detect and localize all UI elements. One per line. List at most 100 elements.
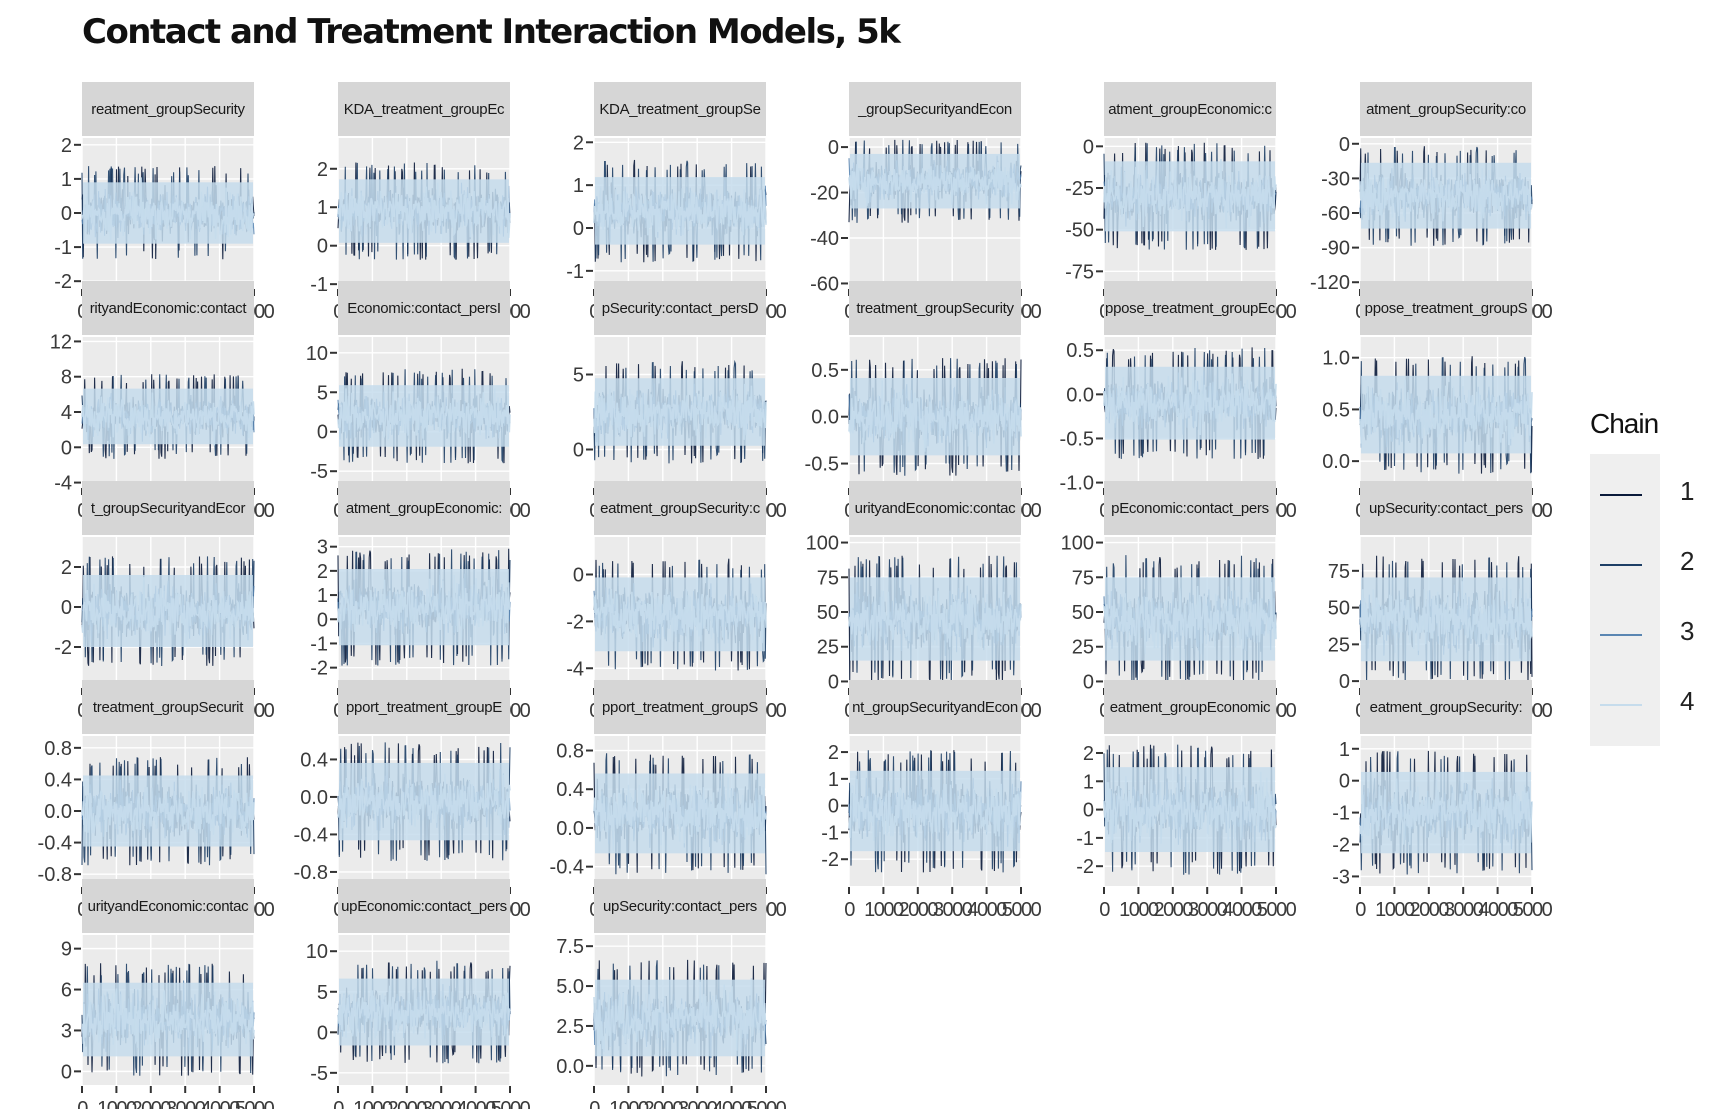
trace-panel: eatment_groupSecurity: -3 -2 -1 0 1 0 1000 2000 3… [1278, 680, 1554, 921]
trace-panel: urityandEconomic:contac 0 3 6 9 0 1000 2000 3000… [0, 879, 276, 1109]
facet-strip: atment_groupSecurity:co [1360, 82, 1532, 136]
y-tick-label: 0 [61, 1061, 72, 1083]
trace-panel: pSecurity:contact_persD05010002000300040… [512, 281, 788, 522]
trace-plot: -120-90-60-300010002000300040005000 [1310, 134, 1554, 323]
y-tick-label: 0.5 [811, 360, 839, 382]
facet-strip-label: upSecurity:contact_pers [602, 897, 758, 915]
trace-panel: pEconomic:contact_pers025507510001000200… [1022, 481, 1298, 722]
y-tick-label: 75 [1072, 567, 1094, 589]
x-tick-label: 0 [1355, 899, 1366, 921]
y-tick-label: 10 [306, 343, 328, 365]
facet-strip: treatment_groupSecurit [82, 680, 254, 734]
chain-4-density [595, 577, 765, 652]
y-tick-label: -0.4 [550, 857, 584, 879]
y-tick-label: 0.5 [1066, 340, 1094, 362]
facet-strip-label: KDA_treatment_groupSe [599, 100, 761, 118]
y-tick-label: -1 [1332, 803, 1350, 825]
y-tick-label: 0.4 [44, 769, 72, 791]
facet-strip-label: eatment_groupEconomic [1109, 698, 1271, 716]
chain-4-density [1361, 577, 1531, 662]
y-tick-label: -75 [1065, 261, 1094, 283]
y-tick-label: -2 [54, 637, 72, 659]
y-tick-label: 1 [317, 197, 328, 219]
y-tick-label: -60 [810, 273, 839, 295]
y-tick-label: 75 [817, 567, 839, 589]
facet-strip-label: atment_groupEconomic:c [1108, 100, 1272, 118]
trace-panel: Economic:contact_persI-50510010002000300… [256, 281, 532, 522]
y-tick-label: -1 [310, 633, 328, 655]
facet-strip-label: urityandEconomic:contac [854, 499, 1016, 517]
y-tick-label: -0.4 [38, 833, 72, 855]
y-tick-label: -50 [1065, 220, 1094, 242]
x-tick-label: 0 [333, 1098, 344, 1109]
chain-4-density [1105, 767, 1275, 853]
y-tick-label: 1 [317, 585, 328, 607]
y-tick-label: -60 [1321, 203, 1350, 225]
x-tick-label: 4000 [1222, 899, 1262, 921]
trace-panel: reatment_groupSecurity-2-101201000200030… [0, 82, 276, 323]
chain-4-density [1361, 375, 1531, 454]
chain-4-density [83, 182, 253, 244]
trace-panel: atment_groupSecurity:co-120-90-60-300010… [1278, 82, 1554, 323]
y-tick-label: -0.8 [294, 862, 328, 884]
y-tick-label: 2 [573, 132, 584, 154]
facet-strip-label: eatment_groupSecurity: [1369, 698, 1523, 716]
x-tick-label: 0 [844, 899, 855, 921]
y-tick-label: -90 [1321, 238, 1350, 260]
y-tick-label: 3 [61, 1020, 72, 1042]
trace-panel: pport_treatment_groupE-0.8-0.40.00.40100… [256, 680, 532, 921]
y-tick-label: 0 [1339, 771, 1350, 793]
y-tick-label: 0 [828, 671, 839, 693]
trace-plot: -0.8-0.40.00.40.8010002000300040005000 [38, 736, 276, 921]
y-tick-label: -5 [310, 461, 328, 483]
y-tick-label: -1 [566, 261, 584, 283]
facet-strip: pSecurity:contact_persD [594, 281, 766, 335]
chain-4-density [850, 378, 1020, 456]
y-tick-label: 0.0 [300, 787, 328, 809]
facet-strip-label: pEconomic:contact_pers [1111, 499, 1269, 517]
y-tick-label: 50 [1328, 598, 1350, 620]
facet-strip-label: treatment_groupSecurity [856, 299, 1014, 317]
x-tick-label: 1000 [864, 899, 904, 921]
y-tick-label: -1 [310, 274, 328, 296]
y-tick-label: 100 [1061, 533, 1094, 555]
y-tick-label: -0.4 [294, 824, 328, 846]
x-tick-label: 4000 [967, 899, 1007, 921]
trace-panel: urityandEconomic:contac02550751000100020… [767, 481, 1043, 722]
y-tick-label: 0.4 [300, 749, 328, 771]
facet-strip: eatment_groupSecurity:c [594, 481, 766, 535]
y-tick-label: 0 [1083, 671, 1094, 693]
chain-4-density [595, 378, 765, 446]
trace-panel: eatment_groupEconomic -2 -1 0 1 2 0 1000 2000 300… [1022, 680, 1298, 921]
facet-grid: reatment_groupSecurity-2-101201000200030… [0, 82, 1554, 1109]
y-tick-label: 1 [1339, 739, 1350, 761]
y-tick-label: 5 [317, 982, 328, 1004]
x-tick-label: 0 [589, 1098, 600, 1109]
chain-4-density [339, 179, 509, 243]
y-tick-label: 10 [306, 941, 328, 963]
x-tick-label: 3000 [1188, 899, 1228, 921]
facet-strip-label: upSecurity:contact_pers [1368, 499, 1524, 517]
facet-strip: ppose_treatment_groupEc [1104, 281, 1276, 335]
y-tick-label: 12 [50, 331, 72, 353]
y-tick-label: 2 [317, 561, 328, 583]
y-tick-label: 0 [61, 597, 72, 619]
y-tick-label: 0.8 [556, 741, 584, 763]
y-tick-label: 1.0 [1322, 348, 1350, 370]
y-tick-label: 9 [61, 939, 72, 961]
y-tick-label: -1 [821, 822, 839, 844]
y-tick-label: 2 [1083, 743, 1094, 765]
chain-4-density [83, 388, 253, 445]
trace-plot: -2-10123010002000300040005000 [310, 537, 532, 722]
y-tick-label: -120 [1310, 272, 1350, 294]
y-tick-label: 2 [61, 557, 72, 579]
y-tick-label: 1 [573, 175, 584, 197]
facet-strip: _groupSecurityandEcon [849, 82, 1021, 136]
facet-strip: ppose_treatment_groupS [1360, 281, 1532, 335]
legend-label: 4 [1680, 686, 1695, 716]
y-tick-label: 5 [317, 382, 328, 404]
